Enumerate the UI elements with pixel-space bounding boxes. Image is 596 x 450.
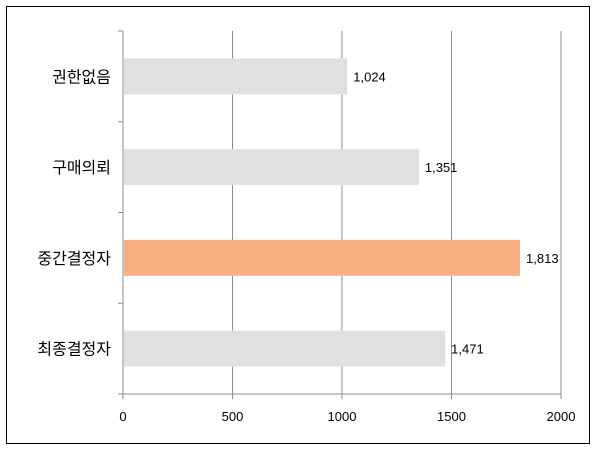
data-label: 1,351 bbox=[425, 160, 458, 175]
bar bbox=[124, 149, 419, 186]
x-tick-label: 1000 bbox=[328, 409, 357, 424]
bar bbox=[124, 239, 521, 276]
category-label: 권한없음 bbox=[52, 68, 111, 86]
x-tick-label: 2000 bbox=[547, 409, 576, 424]
x-tick-label: 1500 bbox=[437, 409, 466, 424]
data-label: 1,024 bbox=[353, 69, 386, 84]
category-label: 중간결정자 bbox=[37, 250, 111, 268]
data-label: 1,813 bbox=[526, 251, 559, 266]
category-label: 구매의뢰 bbox=[52, 159, 111, 177]
data-label: 1,471 bbox=[451, 342, 484, 357]
bar bbox=[124, 330, 446, 367]
x-tick-label: 0 bbox=[119, 409, 126, 424]
x-tick-label: 500 bbox=[222, 409, 244, 424]
bar bbox=[124, 58, 348, 95]
category-label: 최종결정자 bbox=[37, 341, 111, 359]
